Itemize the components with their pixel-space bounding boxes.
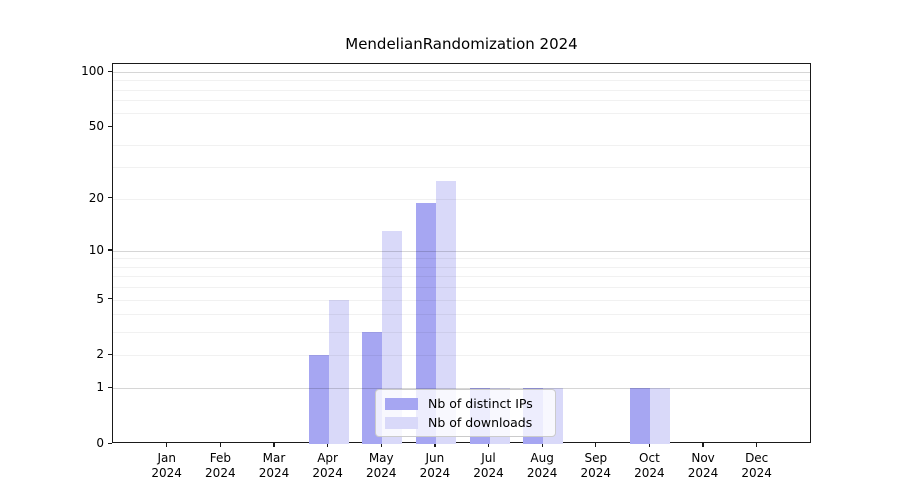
x-tick-mark-mar-2024 — [273, 443, 275, 447]
gridline-minor-9 — [113, 258, 810, 260]
gridline-minor-7 — [113, 276, 810, 278]
x-tick-mark-jul-2024 — [487, 443, 490, 447]
y-tick-label-1: 1 — [96, 380, 104, 395]
gridline-minor-3 — [113, 332, 810, 334]
x-tick-mark-nov-2024 — [702, 443, 704, 447]
gridline-minor-80 — [113, 89, 810, 91]
x-tick-label-oct-2024: Oct 2024 — [634, 451, 665, 480]
y-tick-mark-20 — [108, 197, 112, 199]
x-tick-label-mar-2024: Mar 2024 — [258, 451, 290, 480]
x-tick-mark-feb-2024 — [219, 443, 222, 447]
gridline-minor-90 — [113, 80, 810, 82]
x-tick-mark-sep-2024 — [595, 443, 597, 447]
x-tick-label-nov-2024: Nov 2024 — [687, 451, 719, 480]
y-tick-label-5: 5 — [96, 291, 104, 306]
gridline-minor-60 — [113, 112, 810, 114]
y-tick-label-20: 20 — [88, 190, 104, 205]
y-tick-label-50: 50 — [88, 119, 104, 134]
y-tick-mark-10 — [108, 249, 112, 251]
x-tick-mark-jan-2024 — [166, 443, 168, 447]
gridline-major-100 — [113, 72, 810, 73]
gridline-major-1 — [113, 388, 810, 390]
gridline-minor-2 — [113, 355, 810, 357]
bar-distinct-ips-apr-2024 — [308, 355, 329, 444]
x-tick-label-jun-2024: Jun 2024 — [419, 451, 451, 480]
bar-downloads-oct-2024 — [650, 388, 671, 444]
y-tick-mark-2 — [108, 353, 112, 356]
y-tick-mark-50 — [108, 125, 112, 127]
x-tick-mark-may-2024 — [380, 443, 382, 447]
y-tick-label-0: 0 — [96, 436, 104, 450]
y-tick-mark-1 — [108, 386, 112, 388]
y-tick-mark-0 — [108, 442, 112, 444]
gridline-minor-30 — [113, 167, 810, 169]
legend: Nb of distinct IPs Nb of downloads — [375, 389, 556, 437]
gridline-minor-70 — [113, 100, 810, 102]
gridline-minor-6 — [113, 287, 810, 289]
gridline-minor-5 — [113, 299, 810, 301]
x-tick-mark-oct-2024 — [648, 443, 651, 447]
legend-label-distinct-ips: Nb of distinct IPs — [428, 396, 533, 411]
y-tick-label-100: 100 — [81, 64, 104, 78]
x-tick-label-may-2024: May 2024 — [365, 451, 397, 480]
gridline-minor-4 — [113, 314, 810, 316]
y-tick-mark-100 — [108, 70, 112, 72]
gridline-minor-40 — [113, 144, 810, 146]
x-tick-label-jul-2024: Jul 2024 — [473, 451, 504, 480]
y-tick-label-10: 10 — [88, 242, 104, 257]
plot-area — [112, 63, 811, 444]
y-tick-mark-5 — [108, 298, 112, 300]
gridline-minor-8 — [113, 266, 810, 268]
legend-swatch-downloads — [385, 416, 418, 429]
x-tick-mark-aug-2024 — [541, 443, 543, 447]
x-tick-label-jan-2024: Jan 2024 — [151, 451, 182, 480]
x-tick-label-sep-2024: Sep 2024 — [580, 451, 612, 480]
gridline-minor-20 — [113, 198, 810, 200]
bar-distinct-ips-jun-2024 — [415, 202, 436, 444]
legend-swatch-distinct-ips — [385, 397, 418, 410]
bar-downloads-apr-2024 — [328, 299, 349, 444]
gridline-major-10 — [113, 250, 810, 252]
x-tick-label-feb-2024: Feb 2024 — [205, 451, 236, 480]
x-tick-mark-dec-2024 — [756, 443, 758, 447]
x-tick-label-aug-2024: Aug 2024 — [526, 451, 558, 480]
x-tick-label-dec-2024: Dec 2024 — [741, 451, 772, 480]
bar-distinct-ips-oct-2024 — [630, 388, 651, 444]
x-tick-label-apr-2024: Apr 2024 — [312, 451, 343, 480]
x-tick-mark-apr-2024 — [327, 443, 329, 447]
legend-label-downloads: Nb of downloads — [428, 415, 533, 430]
x-tick-mark-jun-2024 — [434, 443, 436, 447]
y-tick-label-2: 2 — [96, 347, 104, 362]
legend-entry-distinct-ips: Nb of distinct IPs — [385, 396, 546, 411]
legend-entry-downloads: Nb of downloads — [385, 415, 546, 430]
chart-title: MendelianRandomization 2024 — [345, 35, 578, 53]
bar-downloads-jun-2024 — [435, 181, 456, 444]
